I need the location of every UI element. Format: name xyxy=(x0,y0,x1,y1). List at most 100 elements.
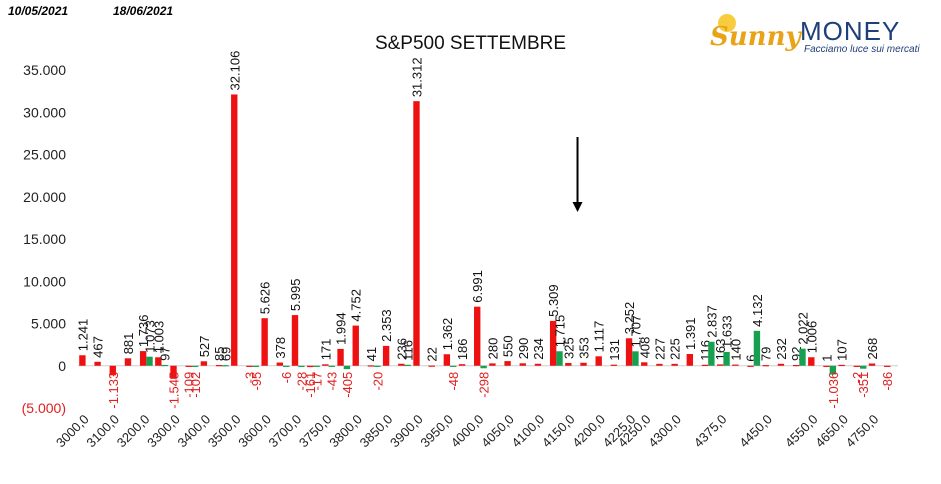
call-bar xyxy=(808,357,815,366)
data-label: 1.391 xyxy=(683,317,698,350)
call-bar xyxy=(868,363,876,366)
data-label: -6 xyxy=(279,372,294,384)
data-label: -351 xyxy=(856,372,871,398)
x-tick-label: 3900,0 xyxy=(387,412,426,451)
call-bar xyxy=(170,365,177,379)
y-tick-label: (5.000) xyxy=(22,400,66,416)
call-bar xyxy=(701,364,709,366)
data-label: -161 xyxy=(303,372,318,398)
x-tick-label: 4750,0 xyxy=(843,412,882,451)
put-bar xyxy=(161,364,168,367)
call-bar xyxy=(625,338,633,366)
data-label: -86 xyxy=(880,372,895,391)
data-label: 1.736 xyxy=(136,315,151,348)
x-tick-label: 3100,0 xyxy=(83,412,122,451)
data-label: 1.006 xyxy=(804,321,819,354)
put-bar xyxy=(343,365,351,370)
x-tick-label: 4375,0 xyxy=(691,412,730,451)
data-label: 1.073 xyxy=(143,320,158,353)
data-label: 234 xyxy=(531,338,546,360)
put-bar xyxy=(799,348,806,366)
call-bar xyxy=(777,363,785,366)
x-tick-label: 4550,0 xyxy=(782,412,821,451)
data-label: 79 xyxy=(759,347,774,361)
put-bar xyxy=(146,356,153,366)
call-bar xyxy=(322,364,329,366)
put-bar xyxy=(753,330,761,366)
call-bar xyxy=(732,364,739,366)
call-bar xyxy=(580,362,587,366)
x-tick-label: 4150,0 xyxy=(539,412,578,451)
call-bar xyxy=(489,363,496,366)
call-bar xyxy=(79,355,86,366)
data-label: 5.995 xyxy=(288,279,303,312)
data-label: 5.626 xyxy=(258,282,273,315)
call-bar xyxy=(276,362,283,366)
x-tick-label: 3500,0 xyxy=(205,412,244,451)
put-bar xyxy=(191,365,199,367)
data-label: -28 xyxy=(294,372,309,391)
call-bar xyxy=(595,356,602,366)
call-bar xyxy=(458,364,466,366)
call-bar xyxy=(792,364,800,367)
put-bar xyxy=(313,365,320,367)
y-tick-label: 30.000 xyxy=(23,104,66,120)
logo-tagline: Facciamo luce sui mercati xyxy=(804,44,920,55)
put-bar xyxy=(708,341,715,366)
data-label: -43 xyxy=(325,372,340,391)
data-label: 186 xyxy=(455,338,470,360)
put-bar xyxy=(450,365,457,367)
call-bar xyxy=(185,365,192,367)
data-label: 325 xyxy=(561,337,576,359)
data-label: -95 xyxy=(249,372,264,391)
call-bar xyxy=(428,365,435,367)
call-bar xyxy=(853,365,861,367)
call-bar xyxy=(641,362,648,366)
call-bar xyxy=(838,364,845,367)
chart-title: S&P500 SETTEMBRE xyxy=(374,33,567,54)
data-label: 236 xyxy=(394,338,409,360)
call-bar xyxy=(413,101,420,366)
y-tick-label: 10.000 xyxy=(23,273,66,289)
data-label: 107 xyxy=(835,339,850,361)
put-bar xyxy=(723,351,730,366)
data-label: -20 xyxy=(370,372,385,391)
x-tick-label: 4200,0 xyxy=(569,412,608,451)
data-label: 1.707 xyxy=(628,315,643,348)
call-bar xyxy=(139,351,147,366)
x-tick-label: 4650,0 xyxy=(812,412,851,451)
put-bar xyxy=(556,351,563,366)
data-label: 1.003 xyxy=(151,321,166,354)
data-label: 280 xyxy=(485,338,500,360)
put-bar xyxy=(480,365,487,369)
call-bar xyxy=(671,363,678,366)
data-label: 1.117 xyxy=(592,321,607,353)
x-tick-label: 4450,0 xyxy=(736,412,775,451)
data-label: 3.252 xyxy=(622,302,637,335)
call-bar xyxy=(474,306,481,366)
data-label: 1.994 xyxy=(334,312,349,345)
x-tick-label: 4300,0 xyxy=(645,412,684,451)
x-tick-label: 3700,0 xyxy=(266,412,305,451)
call-bar xyxy=(610,364,618,366)
call-bar xyxy=(382,345,390,366)
call-bar xyxy=(762,365,769,367)
call-bar xyxy=(200,361,208,366)
call-bar xyxy=(519,363,526,366)
call-bar xyxy=(261,318,268,366)
data-label: -109 xyxy=(182,372,197,398)
data-label: -3 xyxy=(242,372,257,384)
x-tick-label: 4000,0 xyxy=(448,412,487,451)
data-label: 32.106 xyxy=(227,51,242,91)
call-bar xyxy=(565,363,572,366)
call-bar xyxy=(549,320,557,366)
sunny-money-logo: Sunny MONEY Facciamo luce sui mercati xyxy=(708,14,930,60)
call-bar xyxy=(367,365,375,367)
call-bar xyxy=(337,348,344,366)
logo-brand-sunny: Sunny xyxy=(710,22,801,52)
data-label: -1.133 xyxy=(106,372,121,409)
call-bar xyxy=(398,363,405,366)
put-bar xyxy=(632,351,639,366)
data-label: 290 xyxy=(516,338,531,360)
data-label: -2 xyxy=(850,372,865,384)
